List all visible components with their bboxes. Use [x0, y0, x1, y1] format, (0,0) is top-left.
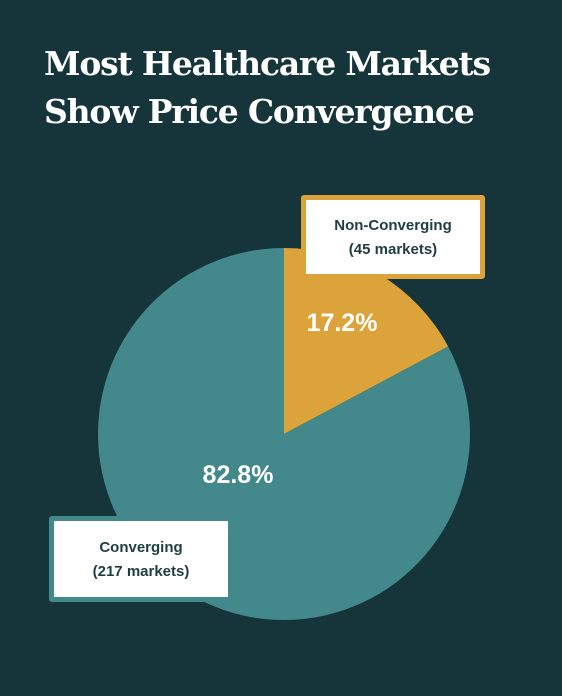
- converging-percent-label: 82.8%: [203, 461, 274, 489]
- non-converging-callout: Non-Converging (45 markets): [301, 195, 485, 279]
- non-converging-percent-label: 17.2%: [307, 309, 378, 337]
- converging-callout: Converging (217 markets): [49, 516, 233, 602]
- non-converging-label: Non-Converging: [334, 217, 452, 234]
- pie-slice-non-converging: [284, 248, 449, 434]
- converging-label: Converging: [99, 539, 183, 556]
- chart-title: Most Healthcare Markets Show Price Conve…: [44, 40, 544, 136]
- converging-count: (217 markets): [92, 563, 190, 580]
- chart-title-line-2: Show Price Convergence: [44, 92, 475, 131]
- non-converging-count: (45 markets): [348, 241, 438, 258]
- chart-title-line-1: Most Healthcare Markets: [44, 44, 491, 83]
